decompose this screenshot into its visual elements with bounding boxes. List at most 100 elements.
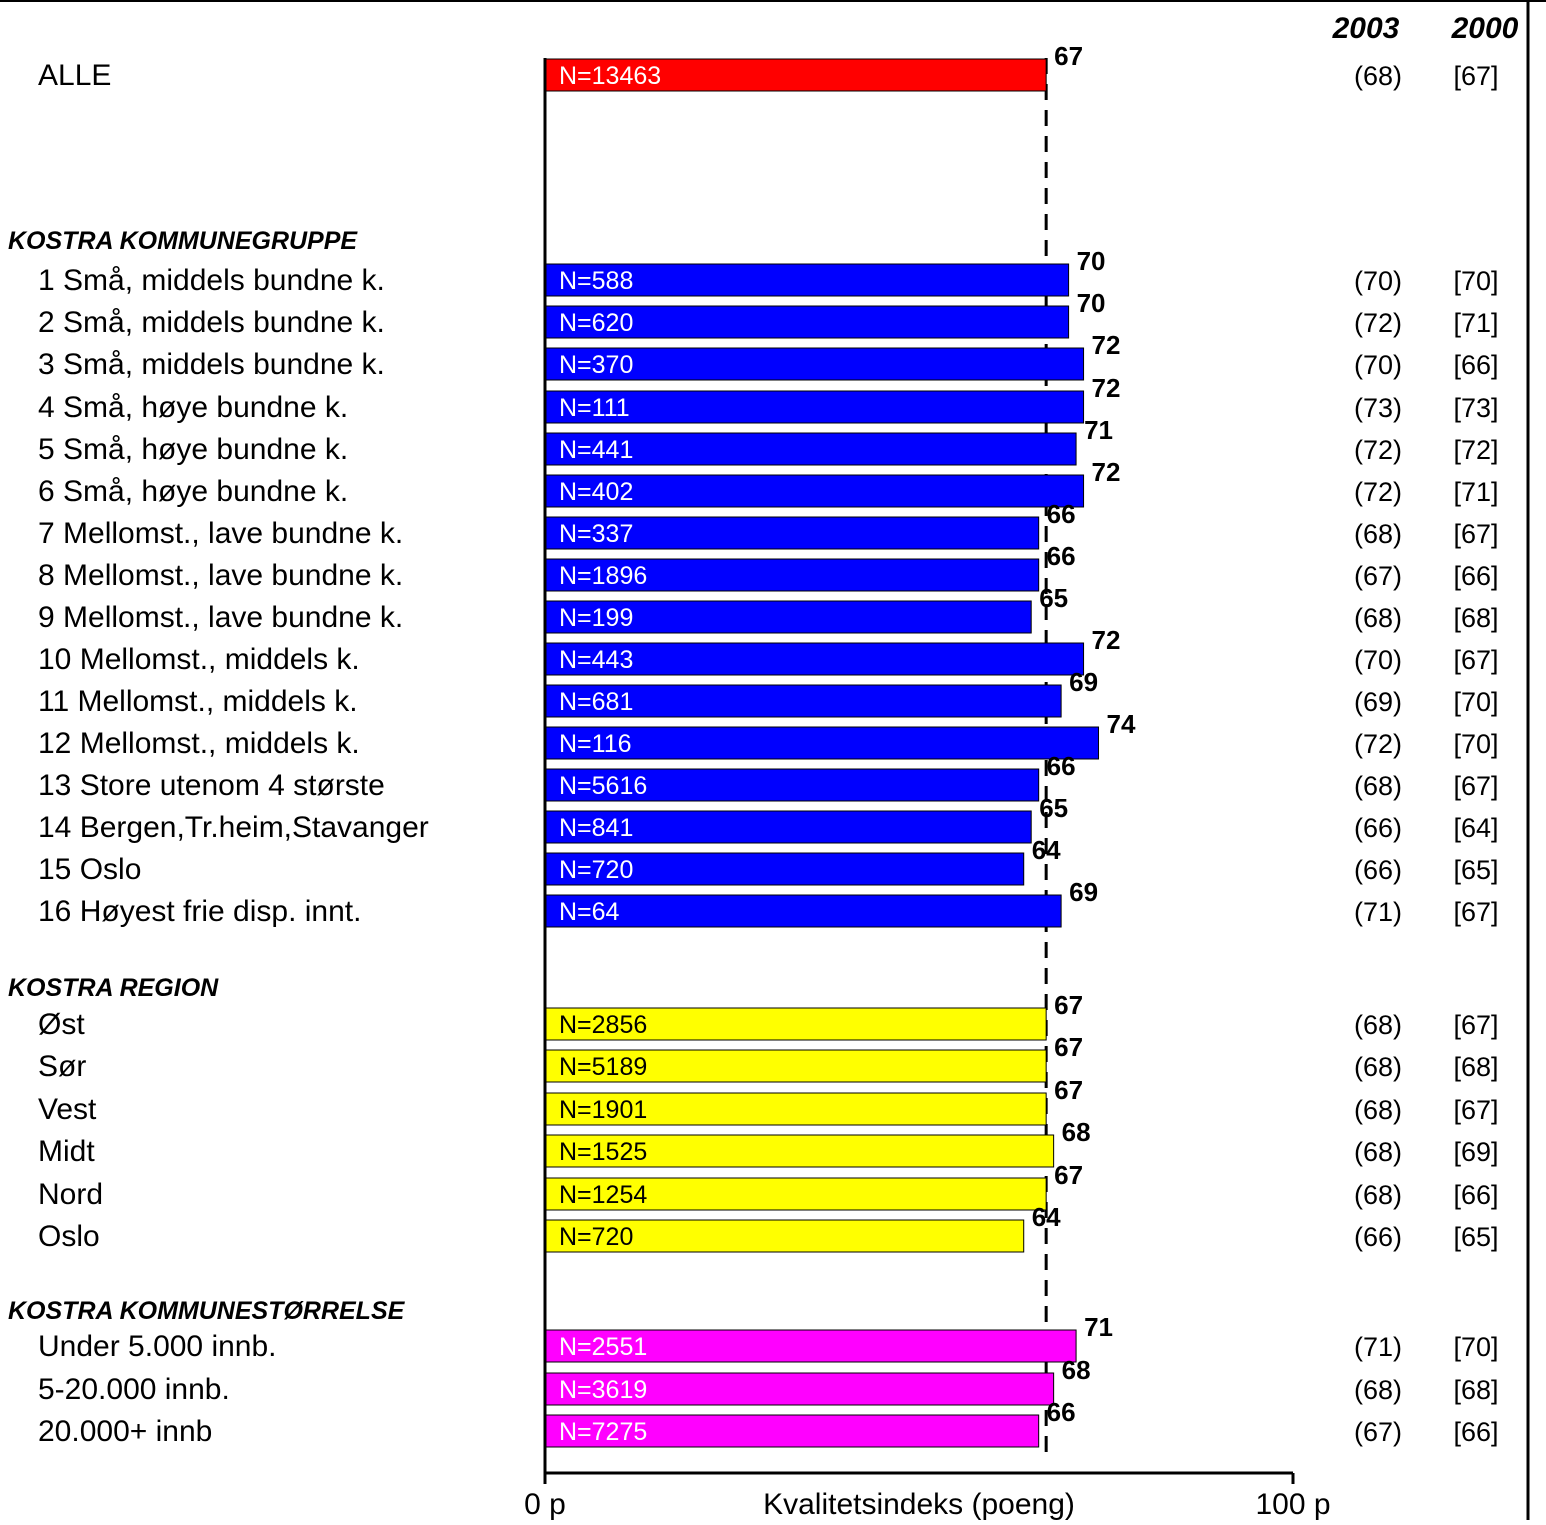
bar-n-label: N=1525 [559, 1138, 647, 1166]
bar-n-label: N=13463 [559, 62, 661, 90]
category-label: 20.000+ innb [38, 1415, 212, 1448]
value-2003: (68) [1354, 1375, 1402, 1405]
bar-n-label: N=116 [559, 730, 632, 758]
value-2003: (72) [1354, 729, 1402, 759]
bar [544, 432, 1077, 466]
bar-n-label: N=3619 [559, 1376, 647, 1404]
bar-value-label: 72 [1092, 457, 1121, 487]
category-label: 1 Små, middels bundne k. [38, 264, 385, 297]
bar-value-label: 69 [1069, 877, 1098, 907]
value-2003: (66) [1354, 855, 1402, 885]
value-2000: [71] [1453, 308, 1498, 338]
value-2000: [69] [1453, 1137, 1498, 1167]
value-2003: (68) [1354, 519, 1402, 549]
bar [544, 1049, 1047, 1083]
bar-value-label: 71 [1084, 1312, 1113, 1342]
bar-n-label: N=111 [559, 394, 630, 422]
value-2003: (71) [1354, 1332, 1402, 1362]
value-2000: [71] [1453, 477, 1498, 507]
category-label: Under 5.000 innb. [38, 1330, 277, 1363]
category-label: 15 Oslo [38, 853, 141, 886]
bar [544, 1134, 1055, 1168]
bar-n-label: N=720 [559, 1223, 633, 1251]
value-2003: (67) [1354, 561, 1402, 591]
bar-n-label: N=620 [559, 309, 633, 337]
bar-value-label: 67 [1054, 1032, 1083, 1062]
category-label: Oslo [38, 1220, 100, 1253]
category-label: 12 Mellomst., middels k. [38, 727, 360, 760]
bar-n-label: N=1901 [559, 1096, 647, 1124]
bar [544, 474, 1085, 508]
bar-value-label: 67 [1054, 1160, 1083, 1190]
value-2000: [66] [1453, 561, 1498, 591]
bar [544, 810, 1032, 844]
x-tick-label: 0 p [524, 1488, 566, 1520]
value-2000: [70] [1453, 1332, 1498, 1362]
bar-value-label: 65 [1039, 793, 1068, 823]
value-2003: (69) [1354, 687, 1402, 717]
category-label: 11 Mellomst., middels k. [38, 685, 358, 718]
category-label: 6 Små, høye bundne k. [38, 475, 348, 508]
bar-value-label: 70 [1077, 246, 1106, 276]
year-header-2000: 2000 [1451, 12, 1519, 45]
bar [544, 390, 1085, 424]
bar-value-label: 64 [1032, 835, 1061, 865]
value-2003: (71) [1354, 897, 1402, 927]
bar-value-label: 66 [1047, 751, 1076, 781]
bar-n-label: N=7275 [559, 1418, 647, 1446]
group-heading: KOSTRA REGION [8, 974, 219, 1002]
value-2000: [70] [1453, 729, 1498, 759]
category-label: Vest [38, 1093, 97, 1126]
bar-n-label: N=2856 [559, 1011, 647, 1039]
value-2000: [65] [1453, 1222, 1498, 1252]
bar-n-label: N=64 [559, 898, 620, 926]
bar-value-label: 65 [1039, 583, 1068, 613]
value-2000: [68] [1453, 1375, 1498, 1405]
value-2000: [68] [1453, 603, 1498, 633]
category-label: 4 Små, høye bundne k. [38, 391, 348, 424]
bar-value-label: 67 [1054, 41, 1083, 71]
bar [544, 58, 1047, 92]
value-2000: [70] [1453, 266, 1498, 296]
value-2003: (66) [1354, 813, 1402, 843]
bar-value-label: 74 [1107, 709, 1136, 739]
value-2003: (67) [1354, 1417, 1402, 1447]
value-2003: (68) [1354, 1052, 1402, 1082]
bar-n-label: N=370 [559, 351, 633, 379]
bar [544, 600, 1032, 634]
bar-n-label: N=2551 [559, 1333, 647, 1361]
value-2000: [66] [1453, 1417, 1498, 1447]
value-2000: [65] [1453, 855, 1498, 885]
value-2000: [67] [1453, 771, 1498, 801]
category-label: 2 Små, middels bundne k. [38, 306, 385, 339]
category-label: 16 Høyest frie disp. innt. [38, 895, 361, 928]
value-2000: [67] [1453, 1095, 1498, 1125]
bar-n-label: N=841 [559, 814, 633, 842]
bar [544, 1372, 1055, 1406]
category-label: Midt [38, 1135, 95, 1168]
year-header-2003: 2003 [1332, 12, 1400, 45]
bar-value-label: 67 [1054, 1075, 1083, 1105]
value-2003: (66) [1354, 1222, 1402, 1252]
value-2000: [70] [1453, 687, 1498, 717]
bar [544, 1329, 1077, 1363]
x-tick-label: 100 p [1255, 1488, 1330, 1520]
bar-value-label: 67 [1054, 990, 1083, 1020]
bar [544, 1414, 1040, 1448]
bar-n-label: N=5189 [559, 1053, 647, 1081]
bar [544, 305, 1070, 339]
bar-n-label: N=402 [559, 478, 633, 506]
value-2003: (68) [1354, 1010, 1402, 1040]
value-2000: [66] [1453, 1180, 1498, 1210]
category-label: ALLE [38, 59, 111, 92]
category-label: Nord [38, 1178, 103, 1211]
value-2003: (70) [1354, 350, 1402, 380]
value-2003: (72) [1354, 435, 1402, 465]
value-2003: (70) [1354, 266, 1402, 296]
value-2000: [67] [1453, 645, 1498, 675]
category-label: 9 Mellomst., lave bundne k. [38, 601, 403, 634]
value-2000: [67] [1453, 61, 1498, 91]
value-2003: (70) [1354, 645, 1402, 675]
group-heading: KOSTRA KOMMUNESTØRRELSE [8, 1297, 406, 1325]
